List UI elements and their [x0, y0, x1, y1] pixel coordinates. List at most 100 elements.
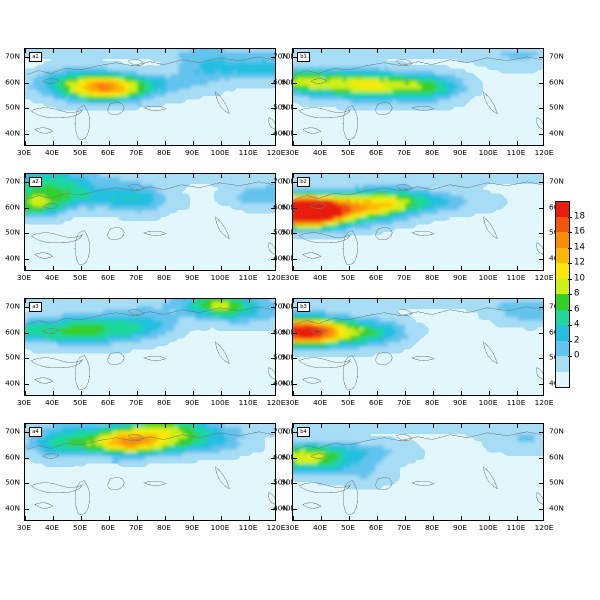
x-axis-label-b2-50E: 50E: [340, 273, 356, 282]
x-tick-a3-60E: [109, 299, 110, 303]
x-tick-b3-50E: [349, 299, 350, 303]
y-axis-label-left-a3-60N: 60N: [5, 326, 20, 336]
x-tick-a1-40E: [53, 49, 54, 53]
x-tick-b4-80E: [433, 516, 434, 520]
y-axis-label-left-b2-70N: 70N: [273, 176, 288, 186]
x-tick-b3-90E: [461, 299, 462, 303]
colorbar-tick-14: [568, 247, 572, 249]
x-axis-label-b1-50E: 50E: [340, 148, 356, 157]
x-tick-b4-90E: [461, 424, 462, 428]
x-tick-b4-110E: [517, 424, 518, 428]
y-axis-label-right-b2-70N: 70N: [549, 176, 564, 186]
y-tick-a1-70N: [25, 56, 29, 58]
y-tick-a1-40N: [271, 134, 275, 136]
x-tick-a3-40E: [53, 299, 54, 303]
x-axis-label-a3-80E: 80E: [156, 398, 172, 407]
map-panel-b1: b1: [292, 48, 544, 146]
x-tick-b1-70E: [405, 141, 406, 145]
x-tick-b3-60E: [377, 299, 378, 303]
colorbar-tick-4: [568, 325, 572, 326]
x-axis-label-b4-70E: 70E: [396, 523, 412, 532]
x-tick-b4-70E: [405, 516, 406, 520]
y-tick-a4-70N: [271, 431, 275, 433]
x-tick-a3-110E: [249, 299, 250, 303]
x-tick-a1-40E: [53, 141, 54, 145]
x-tick-a4-110E: [249, 424, 250, 428]
y-axis-label-left-a3-70N: 70N: [5, 301, 20, 311]
x-axis-label-a1-40E: 40E: [44, 148, 60, 157]
y-tick-a4-40N: [25, 509, 29, 511]
y-axis-label-left-b4-60N: 60N: [273, 451, 288, 461]
colorbar-tick-0: [568, 356, 572, 357]
y-axis-label-right-a3-40N: 40N: [281, 378, 296, 388]
y-tick-b1-50N: [539, 108, 543, 110]
x-axis-label-a2-110E: 110E: [238, 273, 258, 282]
x-axis-label-a4-30E: 30E: [16, 523, 32, 532]
colorbar-label-2: 2: [574, 335, 580, 346]
panel-label-a4: a4: [29, 427, 42, 438]
x-tick-a2-30E: [25, 266, 26, 270]
y-tick-a1-50N: [271, 108, 275, 110]
colorbar-tick-8: [568, 294, 572, 295]
y-axis-label-left-b4-50N: 50N: [273, 477, 288, 487]
x-axis-label-a3-30E: 30E: [16, 398, 32, 407]
y-axis-label-left-b2-40N: 40N: [273, 253, 288, 263]
x-tick-b1-50E: [349, 49, 350, 53]
y-axis-label-left-a2-40N: 40N: [5, 253, 20, 263]
y-axis-label-left-b3-40N: 40N: [273, 378, 288, 388]
x-tick-a3-90E: [193, 299, 194, 303]
x-axis-label-b3-120E: 120E: [534, 398, 554, 407]
y-axis-label-right-b4-70N: 70N: [549, 426, 564, 436]
x-tick-b2-50E: [349, 266, 350, 270]
x-axis-label-b2-120E: 120E: [534, 273, 554, 282]
contour-field-b1: [293, 49, 543, 145]
y-tick-b3-60N: [539, 332, 543, 334]
x-axis-label-b3-90E: 90E: [452, 398, 468, 407]
x-tick-a3-30E: [25, 391, 26, 395]
x-tick-b2-100E: [489, 174, 490, 178]
x-tick-a2-50E: [81, 266, 82, 270]
x-tick-b4-60E: [377, 516, 378, 520]
colorbar-segment-3: [555, 247, 570, 263]
x-tick-a1-100E: [221, 141, 222, 145]
x-tick-a4-90E: [193, 516, 194, 520]
contour-field-a2: [25, 174, 275, 270]
y-axis-label-left-a3-50N: 50N: [5, 352, 20, 362]
plot-area-b4: b4: [292, 423, 544, 521]
y-axis-label-left-a4-50N: 50N: [5, 477, 20, 487]
x-tick-a1-70E: [137, 49, 138, 53]
x-tick-b1-90E: [461, 141, 462, 145]
x-axis-label-b4-90E: 90E: [452, 523, 468, 532]
y-tick-a4-40N: [271, 509, 275, 511]
colorbar-label-8: 8: [574, 288, 580, 299]
x-axis-label-b1-100E: 100E: [478, 148, 498, 157]
x-axis-label-b4-80E: 80E: [424, 523, 440, 532]
x-axis-label-a3-90E: 90E: [184, 398, 200, 407]
y-axis-label-right-a4-50N: 50N: [281, 477, 296, 487]
y-axis-label-right-a3-70N: 70N: [281, 301, 296, 311]
plot-area-b3: b3: [292, 298, 544, 396]
colorbar-tick-18: [568, 216, 572, 218]
y-axis-label-right-a2-60N: 60N: [281, 201, 296, 211]
y-tick-b4-40N: [293, 509, 297, 511]
x-tick-a3-110E: [249, 391, 250, 395]
x-tick-b2-60E: [377, 266, 378, 270]
x-axis-label-b1-90E: 90E: [452, 148, 468, 157]
x-axis-label-a2-50E: 50E: [72, 273, 88, 282]
x-tick-a3-40E: [53, 391, 54, 395]
contour-field-b3: [293, 299, 543, 395]
y-axis-label-left-a1-60N: 60N: [5, 76, 20, 86]
x-tick-b1-50E: [349, 141, 350, 145]
y-tick-a1-60N: [25, 82, 29, 84]
x-tick-a4-70E: [137, 424, 138, 428]
panel-label-a1: a1: [29, 52, 42, 63]
x-axis-label-a4-100E: 100E: [210, 523, 230, 532]
contour-field-a3: [25, 299, 275, 395]
x-axis-label-a1-60E: 60E: [100, 148, 116, 157]
x-tick-a2-80E: [165, 174, 166, 178]
x-tick-b4-110E: [517, 516, 518, 520]
y-tick-b1-70N: [293, 56, 297, 58]
x-tick-b2-80E: [433, 174, 434, 178]
y-axis-label-left-b3-60N: 60N: [273, 326, 288, 336]
x-tick-a2-40E: [53, 266, 54, 270]
